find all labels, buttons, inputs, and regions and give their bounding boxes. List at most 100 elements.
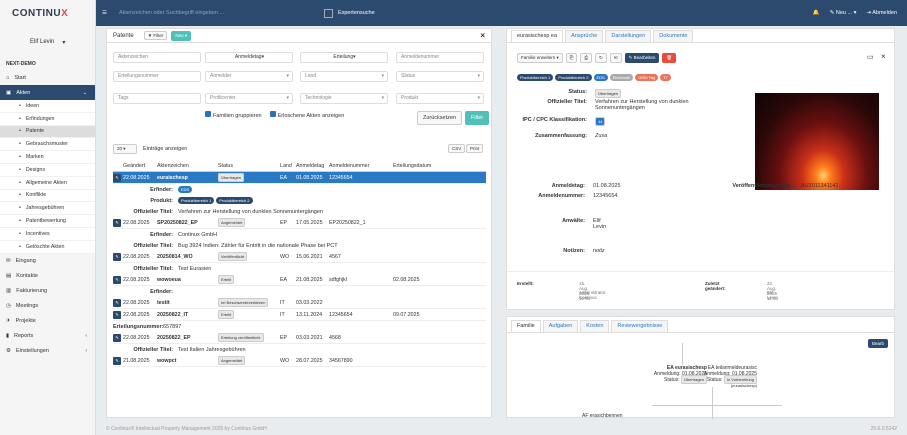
reset-button[interactable]: Zurücksetzen (417, 111, 463, 125)
user-menu[interactable]: Elif Levin ▾ (30, 39, 66, 46)
family-tab-3[interactable]: Reviewergebnisse (611, 320, 669, 332)
filter-field[interactable]: Produkt ▾ (396, 93, 484, 104)
sidebar-item-eingang[interactable]: ✉ Eingang (6, 258, 36, 265)
edit-icon[interactable]: ✎ (113, 252, 121, 261)
copy-icon[interactable]: ⎘ (565, 53, 578, 63)
table-row[interactable]: ✎ 22.08.2025 testit Im Beschwerdeverfahren I… (113, 297, 486, 309)
sidebar-item-ideen[interactable]: • Ideen (0, 100, 95, 113)
logout-button[interactable]: ⇥ Abmelden (866, 10, 897, 16)
mail-icon[interactable]: ✉ (609, 53, 622, 63)
sidebar-item-konflikte[interactable]: • Konflikte (0, 189, 95, 203)
tab-3[interactable]: Dokumente (653, 30, 694, 42)
edit-family-button[interactable]: Bearb (867, 339, 888, 348)
close-icon[interactable]: × (480, 31, 485, 40)
sidebar-item-marken[interactable]: • Marken (0, 151, 95, 164)
column-header[interactable]: Geändert (123, 162, 146, 169)
table-row[interactable]: ✎ 21.08.2025 wowpct Angemeldet WO 28.07.2025 3… (113, 355, 486, 367)
sidebar-item-jahresgebühren[interactable]: • Jahresgebühren (0, 202, 95, 216)
filter-button[interactable]: ▼ Filter (143, 31, 168, 40)
family-node-main[interactable]: EA eurasischesp Anmeldung: 01.08.2025 St… (653, 365, 707, 384)
edit-icon[interactable]: ✎ (113, 333, 121, 342)
page-size-select[interactable]: 20 ▾ (113, 144, 137, 154)
sidebar-item-allgemeine-akten[interactable]: • Allgemeine Akten (0, 176, 95, 190)
csv-button[interactable]: CSV (448, 144, 466, 153)
print-button[interactable]: Print (466, 144, 484, 153)
edit-icon[interactable]: ✎ (113, 310, 121, 319)
nav-icon: • (19, 218, 21, 225)
close-icon[interactable]: × (881, 52, 886, 61)
filter-field[interactable]: Profitcenter ▾ (205, 93, 293, 104)
sidebar-item-projekte[interactable]: ✈ Projekte (6, 318, 36, 325)
edit-button[interactable]: ✎ Bearbeiten (624, 53, 660, 63)
edit-icon[interactable]: ✎ (113, 173, 121, 182)
column-header[interactable]: Status (218, 162, 234, 169)
filter-field[interactable]: Erteilung ▾ (300, 52, 388, 63)
sidebar-item-fakturierung[interactable]: ▥ Fakturierung (6, 288, 48, 295)
tab-2[interactable]: Darstellungen (605, 30, 652, 42)
sidebar-item-gebrauchsmuster[interactable]: • Gebrauchsmuster (0, 138, 95, 152)
sidebar-item-kontakte[interactable]: ▤ Kontakte (6, 273, 38, 280)
family-tab-2[interactable]: Kosten (580, 320, 610, 332)
tab-0[interactable]: eurasischesp ea (511, 30, 564, 42)
column-header[interactable]: Anmeldenummer (329, 162, 370, 169)
expand-family-button[interactable]: Familie erweitern ▾ (517, 53, 563, 63)
edit-icon[interactable]: ✎ (113, 356, 121, 365)
show-expired-checkbox[interactable]: Erloschene Akten anzeigen (269, 111, 344, 119)
drawing-thumbnail[interactable] (755, 93, 879, 190)
tab-1[interactable]: Ansprüche (565, 30, 604, 42)
filter-field[interactable]: Anmeldetag ▾ (205, 52, 293, 63)
new-button[interactable]: ✎ Neu ... ▾ (829, 10, 857, 16)
filter-field[interactable]: Land ▾ (300, 71, 388, 82)
sidebar-item-gelöschte-akten[interactable]: • Gelöschte Akten (0, 240, 95, 254)
sidebar-item-erfindungen[interactable]: • Erfindungen (0, 112, 95, 126)
chevron-down-icon: ▾ (381, 95, 384, 101)
filter-field[interactable]: Erteilungsnummer (113, 71, 201, 82)
family-tab-0[interactable]: Familie (511, 320, 541, 332)
logo[interactable]: CONTINU X (12, 7, 69, 19)
table-row[interactable]: ✎ 22.08.2025 20250814_WO Veröffentlicht WO 15… (113, 251, 486, 263)
maximize-icon[interactable]: ▭ (867, 54, 874, 61)
sidebar-item-akten[interactable]: ▣ Akten ⌄ (0, 85, 95, 100)
edit-icon[interactable]: ✎ (113, 275, 121, 284)
column-header[interactable]: Land (280, 162, 292, 169)
column-header[interactable]: Aktenzeichen (157, 162, 189, 169)
sidebar-item-designs[interactable]: • Designs (0, 163, 95, 177)
refresh-icon[interactable]: ↻ (595, 53, 607, 63)
hamburger-icon[interactable]: ☰ (102, 10, 107, 16)
print-icon[interactable]: ⎙ (580, 53, 592, 63)
checkbox[interactable] (323, 8, 333, 18)
new-patent-button[interactable]: Neu ▾ (171, 30, 192, 41)
table-row[interactable]: ✎ 22.08.2025 SP20250822_EP Angemeldet EP 17.0… (113, 217, 486, 229)
bell-icon[interactable]: 🔔 (812, 10, 820, 16)
table-row[interactable]: ✎ 22.08.2025 wowoeua Erteilt EA 21.08.2025 sdf… (113, 274, 486, 286)
sidebar-item-start[interactable]: ⌂ Start (6, 74, 26, 81)
sidebar-item-meetings[interactable]: ◷ Meetings (6, 303, 39, 310)
tab-patente[interactable]: Patente (113, 32, 134, 39)
table-row[interactable]: ✎ 22.08.2025 20250822_IT Erteilt IT 13.11.202… (113, 309, 486, 321)
filter-field[interactable]: Status ▾ (396, 71, 484, 82)
expert-search-toggle[interactable]: Expertensuche (323, 8, 375, 18)
edit-icon[interactable]: ✎ (113, 298, 121, 307)
column-header[interactable]: Anmeldetag (296, 162, 325, 169)
family-tab-1[interactable]: Aufgaben (542, 320, 579, 332)
sidebar-item-reports[interactable]: ▮ Reports ‹ (6, 333, 87, 340)
sidebar-item-patentbewertung[interactable]: • Patentbewertung (0, 215, 95, 228)
apply-filter-button[interactable]: Filter (465, 111, 490, 125)
table-row[interactable]: ✎ 22.08.2025 euraischesp Übertragen EA 01.08.… (113, 172, 486, 184)
filter-field[interactable]: Tags (113, 93, 201, 104)
table-row[interactable]: ✎ 22.08.2025 20250822_EP Erteilung veröffen… (113, 332, 486, 344)
column-header[interactable]: Erteilungsdatum (393, 162, 432, 169)
sidebar-item-patente[interactable]: • Patente (0, 125, 95, 139)
search-input[interactable]: Aktenzeichen oder Suchbegriff eingeben .… (118, 10, 225, 16)
family-node-af[interactable]: AF erasichbennen (582, 413, 623, 419)
family-node-div[interactable]: EA teilanmeldeurasisc Anmeldung: 01.08.2… (703, 365, 757, 388)
sidebar-item-einstellungen[interactable]: ⚙ Einstellungen ‹ (6, 348, 87, 355)
filter-field[interactable]: Anmeldenummer (396, 52, 484, 63)
sidebar-item-incentives[interactable]: • Incentives (0, 227, 95, 241)
filter-field[interactable]: Technologie ▾ (300, 93, 388, 104)
filter-field[interactable]: Anmelder ▾ (205, 71, 293, 82)
delete-icon[interactable]: 🗑 (662, 53, 677, 63)
edit-icon[interactable]: ✎ (113, 218, 121, 227)
filter-field[interactable]: Aktenzeichen (113, 52, 201, 63)
group-families-checkbox[interactable]: Familien gruppieren (205, 111, 262, 119)
